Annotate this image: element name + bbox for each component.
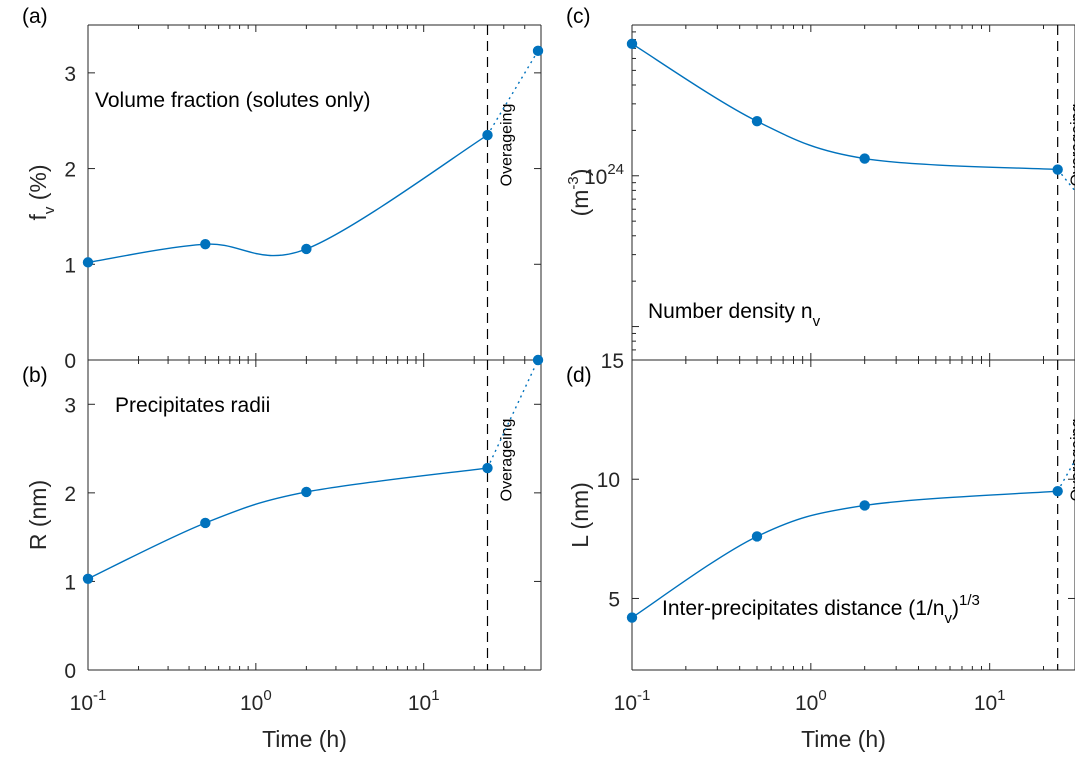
panel-label: (b): [22, 364, 48, 387]
y-tick-label: 1: [64, 571, 76, 594]
series-group: [632, 43, 1075, 192]
panel-b: 10-1 100 101 Time (h) 0 1 2 3 R (nm) (b) Precipita…: [22, 354, 544, 752]
overageing-label: Overageing: [1069, 104, 1075, 187]
y-tick-label: 1024: [584, 161, 624, 189]
series-group: [88, 50, 539, 264]
y-axis-title: (m-3): [565, 169, 593, 217]
x-axis-title: Time (h): [262, 726, 347, 752]
panel-label: (a): [22, 5, 48, 28]
data-point: [751, 116, 763, 127]
panel-annotation: Number density nv: [648, 300, 821, 330]
x-tick-label: 100: [240, 687, 272, 715]
panel-a: 0 1 2 3 fv (%) (a) Volume fraction (solutes on…: [22, 5, 544, 373]
panel-label: (d): [566, 364, 592, 387]
y-tick-label: 2: [64, 159, 76, 182]
x-axis-title: Time (h): [801, 726, 886, 752]
y-tick-label: 0: [64, 660, 76, 683]
data-point: [82, 573, 94, 584]
panel-annotation: Inter-precipitates distance (1/nv)1/3: [662, 592, 980, 627]
series-line: [88, 467, 488, 580]
y-axis-title: fv (%): [25, 164, 58, 220]
data-point: [532, 45, 544, 57]
series-line: [88, 134, 488, 264]
y-tick-label: 10: [597, 469, 620, 492]
series-line: [632, 43, 1058, 171]
data-point: [482, 129, 493, 141]
panel-annotation: Volume fraction (solutes only): [95, 89, 370, 112]
data-point: [532, 354, 544, 366]
series-group: [632, 459, 1075, 619]
y-tick-label: 5: [608, 588, 620, 611]
data-point: [1052, 164, 1063, 175]
y-tick-label: 1: [64, 254, 76, 277]
panel-d: 10-1 100 101 Time (h) 5 10L (nm) (d) Inter-prec…: [566, 359, 1075, 752]
y-tick-label: 2: [64, 483, 76, 506]
y-tick-label-bottom: 15: [601, 350, 624, 373]
data-point: [301, 243, 312, 255]
data-point: [200, 517, 211, 529]
x-tick-label: 10-1: [614, 687, 651, 715]
y-tick-label: 0: [64, 350, 76, 373]
data-point: [626, 612, 638, 623]
data-point: [200, 238, 211, 250]
overageing-label: Overageing: [498, 104, 515, 187]
x-tick-label: 101: [974, 687, 1006, 715]
data-point: [626, 38, 638, 50]
extrapolation-line: [486, 360, 539, 469]
y-tick-label: 3: [64, 63, 76, 86]
extrapolation-line: [486, 50, 539, 136]
y-tick-label: 3: [64, 394, 76, 417]
data-point: [859, 500, 870, 511]
y-axis-title: L (nm): [567, 482, 593, 548]
extrapolation-line: [1057, 459, 1075, 492]
panel-label: (c): [566, 5, 591, 28]
data-point: [482, 462, 493, 474]
series-group: [88, 360, 539, 580]
x-tick-label: 101: [408, 687, 440, 715]
data-point: [751, 531, 763, 542]
overageing-label: Overageing: [498, 419, 515, 502]
data-point: [82, 257, 94, 268]
x-tick-label: 100: [795, 687, 827, 715]
x-tick-label: 10-1: [70, 687, 107, 715]
data-point: [301, 486, 312, 498]
data-point: [1052, 485, 1063, 497]
overageing-label: Overageing: [1069, 419, 1075, 502]
series-line: [632, 490, 1058, 619]
data-point: [859, 153, 870, 164]
panel-c: 1024 15 (m-3) (c) Number density nv Overagein…: [565, 5, 1075, 373]
y-axis-title: R (nm): [25, 480, 51, 550]
panel-annotation: Precipitates radii: [115, 394, 270, 417]
